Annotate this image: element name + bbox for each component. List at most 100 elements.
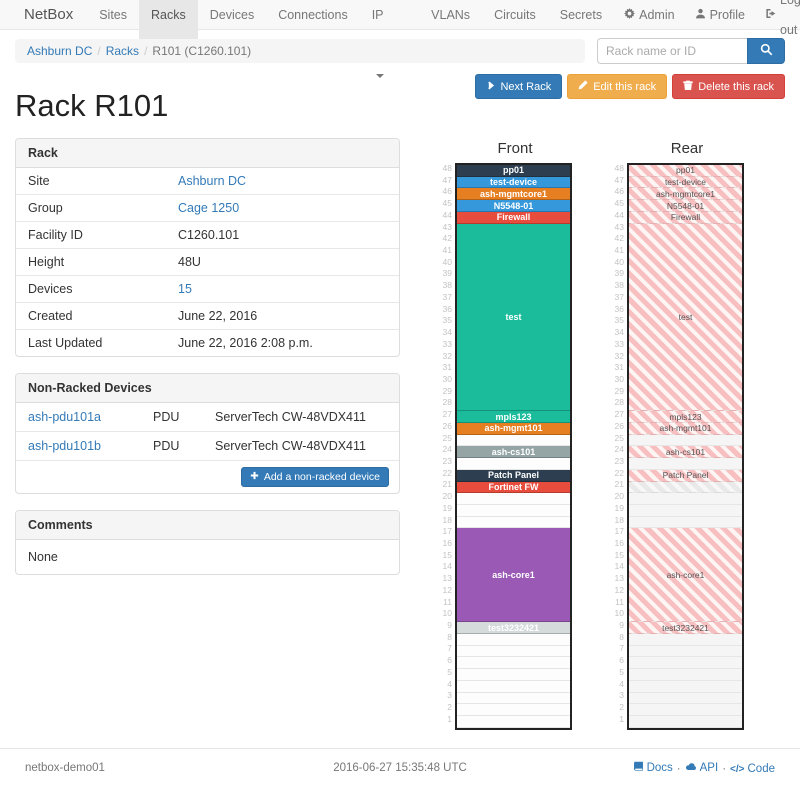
rack-unit-empty (629, 505, 742, 517)
unit-number: 37 (614, 291, 624, 302)
rack-panel: Rack Site Ashburn DC Group Cage 1250 Facilit… (15, 138, 400, 357)
attr-value-link[interactable]: 15 (178, 282, 192, 296)
rack-unit-empty (457, 493, 570, 506)
footer-code-link[interactable]: </> Code (730, 762, 775, 775)
rack-elevation-rear: Rear 48 47 46 45 44 43 42 41 40 39 38 37 36 35 34 33 32 3… (613, 140, 744, 730)
rack-device-test3232421[interactable]: test3232421 (629, 622, 742, 634)
unit-number: 10 (442, 608, 452, 619)
unit-number: 10 (614, 608, 624, 619)
edit-rack-button[interactable]: Edit this rack (567, 74, 668, 99)
unit-number: 16 (442, 538, 452, 548)
unit-number: 35 (614, 315, 624, 326)
footer-api-link[interactable]: API (685, 761, 718, 775)
rack-unit-empty (629, 704, 742, 717)
unit-number: 13 (614, 573, 624, 584)
unit-number: 33 (614, 338, 624, 349)
unit-number: 20 (614, 491, 624, 502)
rack-device-ash-mgmtcore1[interactable]: ash-mgmtcore1 (457, 188, 570, 201)
rack-device-ash-mgmt101[interactable]: ash-mgmt101 (629, 422, 742, 435)
delete-rack-button[interactable]: Delete this rack (672, 74, 785, 99)
unit-number: 7 (619, 643, 624, 654)
unit-number: 39 (614, 268, 624, 279)
attr-row: Created June 22, 2016 (16, 302, 399, 330)
rack-device-patch-panel[interactable]: Patch Panel (457, 469, 570, 482)
rack-unit-empty (457, 434, 570, 447)
rack-device-test-device[interactable]: test-device (629, 176, 742, 189)
rack-device-n5548-01[interactable]: N5548-01 (457, 200, 570, 212)
search-button[interactable] (747, 38, 785, 64)
nav-admin-link[interactable]: Admin (614, 0, 684, 29)
rack-device-fortinet-fw[interactable]: Fortinet FW (457, 481, 570, 494)
breadcrumb-item[interactable]: Ashburn DC (27, 44, 93, 58)
attr-row: Devices 15 (16, 275, 399, 303)
unit-number: 28 (614, 397, 624, 408)
rack-panel-title: Rack (16, 139, 399, 168)
unit-number: 34 (614, 327, 624, 338)
rack-unit-empty (457, 692, 570, 705)
search-input[interactable] (597, 38, 747, 64)
front-elevation-title: Front (497, 140, 533, 157)
unit-number: 9 (619, 620, 624, 631)
rack-device-ash-cs101[interactable]: ash-cs101 (629, 446, 742, 459)
rack-device-test[interactable]: test (629, 223, 742, 412)
rack-device-ash-mgmt101[interactable]: ash-mgmt101 (457, 422, 570, 435)
attr-value: Ashburn DC (166, 168, 399, 195)
rack-device-pp01[interactable]: pp01 (629, 165, 742, 177)
footer-separator: · (722, 762, 727, 775)
rack-device-mpls123[interactable]: mpls123 (629, 411, 742, 423)
attr-label: Site (28, 174, 50, 188)
unit-number: 46 (614, 186, 624, 197)
unit-number: 32 (442, 350, 452, 361)
rack-unit-empty (629, 634, 742, 646)
device-link[interactable]: ash-pdu101a (28, 410, 101, 424)
brand-link[interactable]: NetBox (24, 6, 74, 23)
rack-device-test[interactable]: test (457, 223, 570, 412)
attr-value-link[interactable]: Ashburn DC (178, 174, 247, 188)
footer-links: Docs · API · </> Code (525, 761, 775, 775)
unit-number: 24 (442, 444, 452, 455)
rack-device-mpls123[interactable]: mpls123 (457, 411, 570, 423)
rear-rack-box: pp01 test-device ash-mgmtcore1 N5548-01 Fire… (627, 163, 744, 730)
unit-number: 27 (614, 409, 624, 420)
rack-device-test-device[interactable]: test-device (457, 176, 570, 189)
attr-value: June 22, 2016 (166, 302, 399, 330)
unit-number: 5 (619, 666, 624, 677)
rack-device-firewall[interactable]: Firewall (629, 211, 742, 224)
rack-device-ash-cs101[interactable]: ash-cs101 (457, 446, 570, 459)
device-type: ServerTech CW-48VDX411 (203, 431, 399, 460)
nav-log-out-link[interactable]: Log out (755, 0, 800, 37)
attr-row: Site Ashburn DC (16, 168, 399, 195)
rack-device-ash-core1[interactable]: ash-core1 (457, 528, 570, 623)
logout-icon (765, 0, 776, 30)
front-rack-box: pp01 test-device ash-mgmtcore1 N5548-01 Fire… (455, 163, 572, 730)
breadcrumb-item[interactable]: Racks (105, 44, 140, 58)
unit-number: 4 (619, 678, 624, 689)
rack-device-pp01[interactable]: pp01 (457, 165, 570, 177)
rack-device-firewall[interactable]: Firewall (457, 211, 570, 224)
rack-device-ash-core1[interactable]: ash-core1 (629, 528, 742, 623)
next-rack-button[interactable]: Next Rack (475, 74, 563, 99)
unit-number: 11 (443, 596, 452, 607)
nav-profile-link[interactable]: Profile (685, 0, 755, 29)
page-title: Rack R101 (15, 88, 169, 123)
attr-label: Devices (16, 275, 166, 303)
rack-device-test3232421[interactable]: test3232421 (457, 622, 570, 634)
unit-number: 22 (614, 467, 624, 478)
unit-number: 42 (614, 233, 624, 244)
unit-number: 8 (619, 631, 624, 642)
unit-number: 20 (442, 491, 452, 502)
rack-device-ash-mgmtcore1[interactable]: ash-mgmtcore1 (629, 188, 742, 201)
rack-device-n5548-01[interactable]: N5548-01 (629, 200, 742, 212)
device-link[interactable]: ash-pdu101b (28, 439, 101, 453)
unit-number: 8 (447, 631, 452, 642)
unit-number: 44 (614, 209, 624, 220)
rack-unit-empty (629, 645, 742, 658)
unit-number: 6 (619, 655, 624, 666)
rack-elevation-front: Front 48 47 46 45 44 43 42 41 40 39 38 37 36 35 34 33 32… (441, 140, 572, 730)
footer-docs-link[interactable]: Docs (633, 761, 673, 775)
attr-value-link[interactable]: Cage 1250 (178, 201, 240, 215)
add-nonracked-device-button[interactable]: Add a non-racked device (240, 467, 389, 487)
rack-device-patch-panel[interactable]: Patch Panel (629, 469, 742, 482)
unit-number: 25 (442, 432, 452, 443)
attr-row: Group Cage 1250 (16, 194, 399, 222)
